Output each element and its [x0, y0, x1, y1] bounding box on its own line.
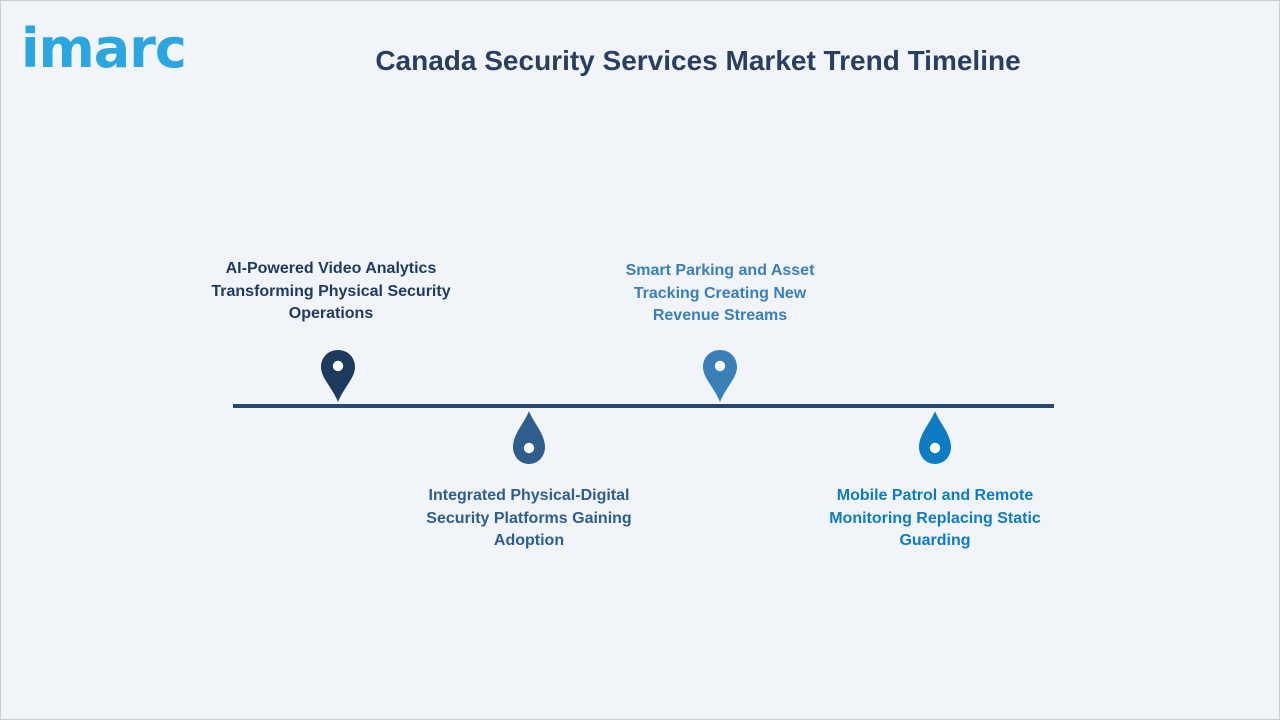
drop-marker-icon [919, 411, 951, 464]
drop-marker-icon [513, 411, 545, 464]
logo-text: imarc [21, 17, 187, 80]
timeline-axis [233, 404, 1054, 408]
timeline-label-2: Integrated Physical-Digital Security Pla… [426, 487, 632, 549]
imarc-logo: imarc [21, 13, 203, 83]
timeline-label-1: AI-Powered Video Analytics Transforming … [211, 260, 451, 322]
timeline-label-4: Mobile Patrol and Remote Monitoring Repl… [829, 487, 1041, 549]
map-pin-icon [703, 350, 737, 402]
map-pin-icon [321, 350, 355, 402]
page-title: Canada Security Services Market Trend Ti… [375, 45, 1021, 76]
timeline-label-3: Smart Parking and Asset Tracking Creatin… [625, 262, 815, 324]
